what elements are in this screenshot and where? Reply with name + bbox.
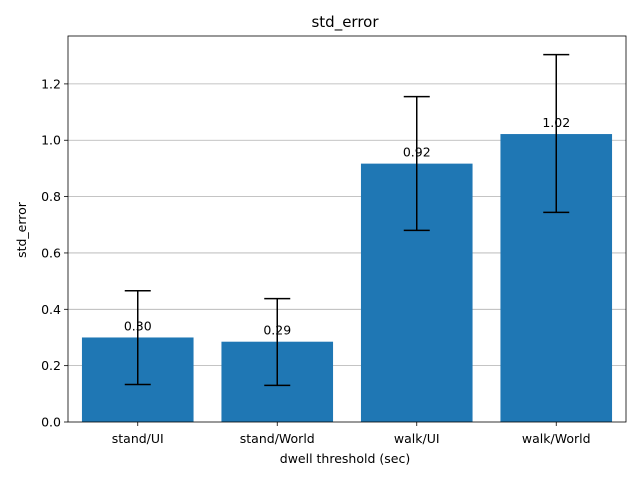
- x-tick-label: stand/UI: [112, 431, 164, 446]
- y-tick-label: 1.0: [41, 133, 61, 148]
- y-tick-label: 0.4: [41, 302, 61, 317]
- chart-title: std_error: [311, 13, 379, 32]
- axes: 0.0 0.2 0.4 0.6 0.8 1.0 1.2 stand/UI stand/World…: [41, 35, 627, 446]
- bar-value-label: 1.02: [542, 115, 570, 130]
- bars: [81, 134, 613, 423]
- y-tick-label: 0.6: [41, 245, 61, 260]
- bar-value-label: 0.92: [403, 145, 431, 160]
- y-tick-label: 0.0: [41, 415, 61, 430]
- x-tick-label: stand/World: [240, 431, 315, 446]
- bar-value-labels: 0.30 0.29 0.92 1.02: [124, 115, 570, 338]
- x-axis-label: dwell threshold (sec): [280, 451, 410, 466]
- y-tick-label: 0.8: [41, 189, 61, 204]
- error-bars: [124, 53, 570, 387]
- x-tick-label: walk/World: [522, 431, 591, 446]
- x-tick-label: walk/UI: [394, 431, 440, 446]
- y-tick-label: 1.2: [41, 76, 61, 91]
- bar-value-label: 0.29: [263, 323, 291, 338]
- y-axis-label: std_error: [14, 201, 29, 258]
- plot-frame: [67, 35, 627, 423]
- bar-value-label: 0.30: [124, 318, 152, 333]
- y-tick-label: 0.2: [41, 358, 61, 373]
